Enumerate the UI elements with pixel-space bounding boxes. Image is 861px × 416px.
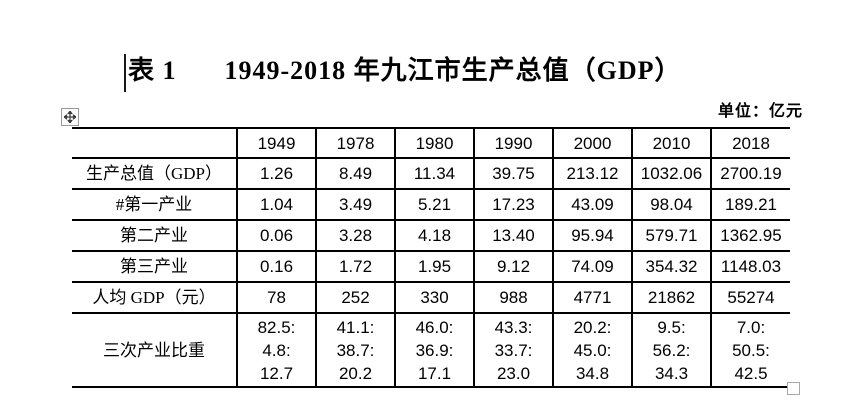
table-cell[interactable]: 1.72: [315, 251, 395, 283]
table-cell[interactable]: 213.12: [552, 158, 632, 190]
table-cell[interactable]: 3.49: [315, 189, 395, 221]
table-cell[interactable]: 0.16: [236, 251, 316, 283]
table-cell[interactable]: 1148.03: [710, 251, 790, 283]
table-caption[interactable]: 表 1 1949-2018 年九江市生产总值（GDP）: [128, 50, 682, 87]
table-cell[interactable]: 252: [315, 282, 395, 314]
table-caption-text[interactable]: 1949-2018 年九江市生产总值（GDP）: [224, 56, 682, 85]
table-cell[interactable]: 354.32: [631, 251, 711, 283]
table-cell[interactable]: 1362.95: [710, 220, 790, 252]
table-cell[interactable]: 988: [473, 282, 553, 314]
text-caret: [124, 54, 126, 92]
row-label[interactable]: #第一产业: [72, 189, 237, 221]
table-cell[interactable]: 1.04: [236, 189, 316, 221]
table-move-handle[interactable]: [61, 108, 79, 126]
table-cell[interactable]: 330: [394, 282, 474, 314]
table-row: 第三产业 0.16 1.72 1.95 9.12 74.09 354.32 1148.03: [72, 251, 790, 283]
row-label[interactable]: 人均 GDP（元）: [72, 282, 237, 314]
table-cell[interactable]: 39.75: [473, 158, 553, 190]
table-cell[interactable]: 13.40: [473, 220, 553, 252]
year-header-cell[interactable]: 2018: [710, 127, 790, 159]
row-label[interactable]: 生产总值（GDP）: [72, 158, 237, 190]
table-resize-handle[interactable]: [787, 382, 800, 395]
table-cell[interactable]: 7.0: 50.5: 42.5: [710, 313, 790, 388]
row-label[interactable]: 第二产业: [72, 220, 237, 252]
year-header-cell[interactable]: 2000: [552, 127, 632, 159]
table-cell[interactable]: 74.09: [552, 251, 632, 283]
table-cell[interactable]: 4771: [552, 282, 632, 314]
gdp-table: 1949 1978 1980 1990 2000 2010 2018 生产总值（GDP） 1.…: [72, 127, 790, 388]
table-cell[interactable]: 3.28: [315, 220, 395, 252]
table-cell[interactable]: 11.34: [394, 158, 474, 190]
table-row: 三次产业比重 82.5: 4.8: 12.7 41.1: 38.7: 20.2 46.…: [72, 313, 790, 388]
table-cell[interactable]: 78: [236, 282, 316, 314]
table-row: #第一产业 1.04 3.49 5.21 17.23 43.09 98.04 189.21: [72, 189, 790, 221]
table-cell[interactable]: 82.5: 4.8: 12.7: [236, 313, 316, 388]
year-header-cell[interactable]: 1978: [315, 127, 395, 159]
table-cell[interactable]: 2700.19: [710, 158, 790, 190]
table-cell[interactable]: 1.26: [236, 158, 316, 190]
row-label[interactable]: 三次产业比重: [72, 313, 237, 388]
table-cell[interactable]: 8.49: [315, 158, 395, 190]
table-cell[interactable]: 1032.06: [631, 158, 711, 190]
table-cell[interactable]: 43.3: 33.7: 23.0: [473, 313, 553, 388]
table-header-row: 1949 1978 1980 1990 2000 2010 2018: [72, 127, 790, 159]
table-cell[interactable]: 0.06: [236, 220, 316, 252]
table-cell[interactable]: 43.09: [552, 189, 632, 221]
table-row: 第二产业 0.06 3.28 4.18 13.40 95.94 579.71 1362.95: [72, 220, 790, 252]
table-row: 生产总值（GDP） 1.26 8.49 11.34 39.75 213.12 1032.06…: [72, 158, 790, 190]
table-cell[interactable]: 9.5: 56.2: 34.3: [631, 313, 711, 388]
table-cell[interactable]: 1.95: [394, 251, 474, 283]
table-cell[interactable]: 46.0: 36.9: 17.1: [394, 313, 474, 388]
table-cell[interactable]: 5.21: [394, 189, 474, 221]
table-cell[interactable]: 9.12: [473, 251, 553, 283]
table-cell[interactable]: 579.71: [631, 220, 711, 252]
table-cell[interactable]: 21862: [631, 282, 711, 314]
table-cell[interactable]: 4.18: [394, 220, 474, 252]
table-cell[interactable]: 189.21: [710, 189, 790, 221]
table-body: 1949 1978 1980 1990 2000 2010 2018 生产总值（GDP） 1.…: [72, 127, 790, 388]
unit-label[interactable]: 单位：亿元: [717, 103, 803, 120]
move-arrows-icon: [64, 111, 76, 123]
row-label[interactable]: 第三产业: [72, 251, 237, 283]
year-header-cell[interactable]: 2010: [631, 127, 711, 159]
table-cell[interactable]: 55274: [710, 282, 790, 314]
table-cell[interactable]: 17.23: [473, 189, 553, 221]
year-header-cell[interactable]: 1949: [236, 127, 316, 159]
table-cell[interactable]: 98.04: [631, 189, 711, 221]
table-cell[interactable]: 41.1: 38.7: 20.2: [315, 313, 395, 388]
table-row: 人均 GDP（元） 78 252 330 988 4771 21862 55274: [72, 282, 790, 314]
year-header-cell[interactable]: 1980: [394, 127, 474, 159]
table-cell[interactable]: 20.2: 45.0: 34.8: [552, 313, 632, 388]
table-caption-number[interactable]: 表 1: [128, 56, 177, 85]
table-cell[interactable]: 95.94: [552, 220, 632, 252]
year-header-cell[interactable]: 1990: [473, 127, 553, 159]
corner-cell[interactable]: [72, 127, 237, 159]
